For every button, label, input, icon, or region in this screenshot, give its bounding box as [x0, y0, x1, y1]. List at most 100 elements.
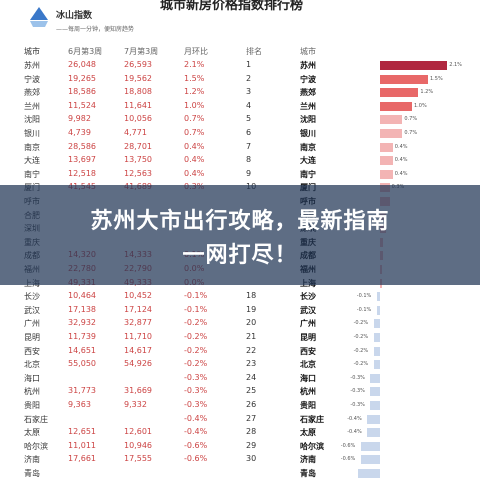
row-july-price: 26,593 — [124, 60, 152, 69]
headline-banner: 苏州大市出行攻略，最新指南 一网打尽！ — [0, 185, 480, 285]
chart-bar — [373, 333, 380, 342]
row-rank: 30 — [246, 454, 257, 464]
row-june-price: 11,524 — [68, 100, 96, 110]
row-july-price: 10,452 — [124, 291, 152, 301]
chart-bar — [367, 414, 380, 424]
row-city: 兰州 — [24, 101, 40, 111]
row-mom: -0.3% — [184, 400, 208, 409]
chart-bar — [373, 319, 380, 329]
row-mom: 0.4% — [184, 168, 205, 178]
row-city: 沈阳 — [24, 115, 40, 125]
row-july-price: 11,641 — [124, 100, 152, 110]
table-row: 昆明 11,739 11,710 -0.2% 21 昆明 -0.2% — [0, 330, 480, 344]
row-city: 苏州 — [24, 61, 40, 70]
row-mom: -0.4% — [184, 413, 208, 423]
row-rank: 25 — [246, 386, 257, 396]
row-rank: 20 — [246, 318, 257, 328]
row-city: 南京 — [24, 142, 40, 152]
header-city-2: 城市 — [300, 47, 316, 56]
row-rank: 1 — [246, 60, 252, 69]
row-mom: -0.6% — [184, 440, 208, 450]
row-city: 杭州 — [24, 387, 40, 397]
header-june: 6月第3周 — [68, 47, 103, 56]
table-row: 武汉 17,138 17,124 -0.1% 19 武汉 -0.1% — [0, 303, 480, 317]
table-header: 城市 6月第3周 7月第3周 月环比 排名 城市 — [0, 44, 480, 58]
row-mom: -0.3% — [184, 372, 208, 382]
chart-bar-label: 0.4% — [394, 157, 408, 164]
row-july-price: 4,771 — [124, 128, 147, 137]
row-city: 燕郊 — [24, 88, 40, 98]
row-rank: 3 — [246, 87, 252, 97]
chart-bar — [360, 455, 380, 465]
row-rank: 2 — [246, 73, 252, 83]
chart-bar — [380, 156, 393, 166]
row-city: 银川 — [24, 129, 40, 138]
table-row: 海口 -0.3% 24 海口 -0.3% — [0, 371, 480, 385]
chart-bar — [380, 129, 403, 138]
chart-bar — [380, 169, 393, 179]
chart-bar — [376, 292, 380, 302]
chart-bar — [380, 88, 419, 98]
row-june-price: 12,651 — [68, 427, 96, 437]
chart-bar — [370, 373, 380, 383]
row-city: 昆明 — [24, 333, 40, 342]
page-title: 城市新房价格指数排行榜 — [160, 0, 304, 13]
row-july-price: 14,617 — [124, 345, 152, 355]
row-june-price: 11,011 — [68, 440, 96, 450]
row-mom: 0.7% — [184, 128, 205, 137]
row-july-price: 32,877 — [124, 318, 152, 328]
header-rank: 排名 — [246, 47, 262, 56]
row-june-price: 31,773 — [68, 386, 96, 396]
row-june-price: 9,363 — [68, 400, 91, 409]
chart-bar-label: -0.1% — [356, 306, 372, 313]
row-mom: -0.6% — [184, 454, 208, 464]
row-rank: 22 — [246, 345, 257, 355]
row-rank: 27 — [246, 413, 257, 423]
table-row: 太原 12,651 12,601 -0.4% 28 太原 -0.4% — [0, 425, 480, 439]
row-city: 北京 — [24, 360, 40, 370]
row-city-label: 沈阳 — [300, 115, 316, 125]
row-july-price: 54,926 — [124, 359, 152, 369]
row-july-price: 10,056 — [124, 114, 152, 124]
row-july-price: 13,750 — [124, 155, 152, 165]
table-row: 青岛 青岛 — [0, 466, 480, 480]
table-row: 大连 13,697 13,750 0.4% 8 大连 0.4% — [0, 153, 480, 167]
chart-bar — [380, 115, 403, 125]
chart-bar-label: 1.5% — [430, 75, 443, 82]
row-rank: 19 — [246, 304, 257, 314]
row-city-label: 石家庄 — [300, 414, 324, 424]
row-june-price: 26,048 — [68, 60, 96, 69]
table-row: 苏州 26,048 26,593 2.1% 1 苏州 2.1% — [0, 58, 480, 72]
row-city-label: 长沙 — [300, 292, 316, 302]
table-row: 贵阳 9,363 9,332 -0.3% 26 贵阳 -0.3% — [0, 398, 480, 412]
row-city-label: 大连 — [300, 156, 316, 166]
headline-line-2: 一网打尽！ — [182, 243, 298, 268]
row-june-price: 17,138 — [68, 304, 96, 314]
table-row: 南京 28,586 28,701 0.4% 7 南京 0.4% — [0, 140, 480, 154]
table-row: 杭州 31,773 31,669 -0.3% 25 杭州 -0.3% — [0, 384, 480, 398]
row-july-price: 31,669 — [124, 386, 152, 396]
row-july-price: 10,946 — [124, 440, 152, 450]
brand-slogan: ——每周一分钟，便知房趋势 — [56, 26, 135, 33]
chart-bar — [357, 469, 380, 478]
row-rank: 24 — [246, 372, 257, 382]
chart-bar-label: 1.2% — [420, 89, 434, 96]
row-rank: 8 — [246, 155, 252, 165]
row-city: 武汉 — [24, 305, 40, 315]
row-june-price: 18,586 — [68, 87, 96, 97]
row-june-price: 12,518 — [68, 168, 96, 178]
row-city: 哈尔滨 — [24, 441, 48, 451]
table-row: 沈阳 9,982 10,056 0.7% 5 沈阳 0.7% — [0, 112, 480, 126]
row-mom: 0.4% — [184, 141, 205, 151]
row-mom: -0.2% — [184, 318, 208, 328]
table-row: 济南 17,661 17,555 -0.6% 30 济南 -0.6% — [0, 452, 480, 466]
row-july-price: 17,555 — [124, 454, 152, 464]
chart-bar — [380, 101, 412, 111]
row-june-price: 19,265 — [68, 73, 96, 83]
row-june-price: 17,661 — [68, 454, 96, 464]
header: 冰山指数 ——每周一分钟，便知房趋势 城市新房价格指数排行榜 — [0, 0, 480, 38]
row-mom: 0.4% — [184, 155, 205, 165]
chart-bar-label: -0.2% — [353, 347, 369, 354]
row-city: 海口 — [24, 373, 40, 383]
chart-bar-label: -0.4% — [347, 415, 362, 422]
